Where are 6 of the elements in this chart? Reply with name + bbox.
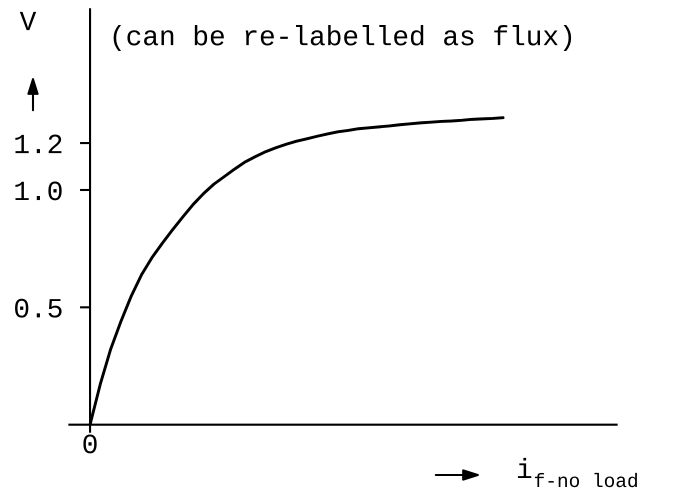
y-tick-label: 0.5 <box>15 298 62 318</box>
y-axis-title: V <box>20 12 36 30</box>
y-tick-label: 1.2 <box>15 134 62 154</box>
annotation: (can be re-labelled as flux) <box>114 25 572 51</box>
x-tick-label: 0 <box>83 434 97 454</box>
y-tick-label: 1.0 <box>15 181 62 200</box>
